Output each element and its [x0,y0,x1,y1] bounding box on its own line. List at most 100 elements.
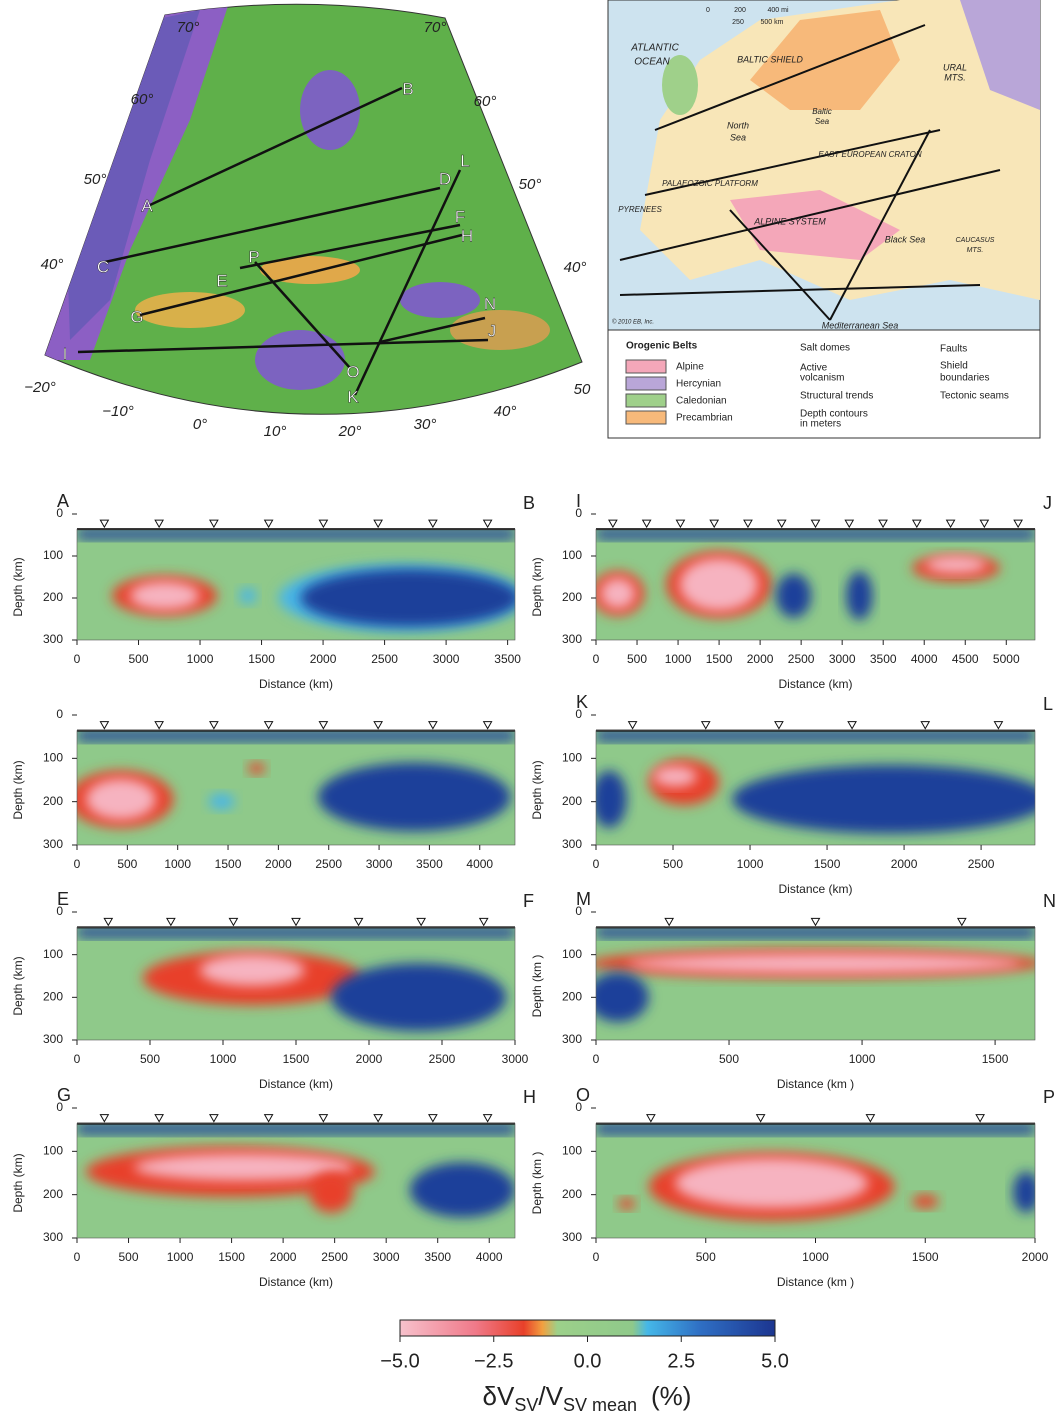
y-axis-title: Depth (km) [530,760,544,819]
y-tick-label: 100 [562,548,582,562]
y-tick-label: 300 [562,632,582,646]
station [318,1114,329,1123]
profile-start: O [576,1085,590,1105]
x-tick-label: 3000 [829,652,856,666]
map-label: OCEAN [634,57,670,68]
y-tick-label: 200 [43,1187,63,1201]
station [675,519,686,529]
heatmap [596,1123,1035,1238]
x-tick-label: 2500 [371,652,398,666]
y-tick-label: 200 [562,794,582,808]
hercynian [960,0,1040,110]
x-axis-title: Distance (km) [778,677,852,691]
station [154,519,164,529]
station [99,519,110,529]
cross-section: 0 100 200 300 0 500 1000 1500 Distance (km ) Dept… [530,889,1056,1091]
colorbar [399,1319,776,1337]
x-tick-label: 2000 [265,857,292,871]
y-tick-label: 300 [43,632,63,646]
frame [595,927,1036,1041]
station [263,1114,274,1123]
x-tick-label: 500 [663,857,683,871]
colorbar-tick-label: 5.0 [761,1350,789,1372]
anomaly [653,766,697,787]
profile-start: K [576,692,588,712]
x-tick-label: 1500 [814,857,841,871]
station [99,721,110,730]
legend-swatch [625,410,667,425]
legend-label: Caledonian [676,396,727,407]
x-tick-label: 0 [593,857,600,871]
profile-letter: L [460,151,469,170]
y-tick-label: 100 [562,947,582,961]
anomaly [1013,1171,1035,1213]
heatmap [77,529,515,640]
x-tick-label: 3500 [424,1250,451,1264]
station [627,721,638,730]
station [878,519,888,529]
station [844,519,855,529]
x-tick-label: 3500 [494,652,521,666]
station [956,917,967,927]
anomaly [912,1194,939,1209]
y-tick-label: 100 [43,1144,63,1158]
profile-end: B [523,493,535,513]
legend-frame [607,329,1041,439]
anomaly [129,581,200,611]
x-tick-label: 1000 [737,857,764,871]
y-tick-label: 300 [43,1230,63,1244]
x-tick-label: 2000 [356,1052,383,1066]
station [911,519,922,529]
colorbar-tick-label: 0.0 [574,1350,602,1372]
colorbar-tick-label: −5.0 [380,1350,419,1372]
lid [596,529,1035,540]
station [743,519,753,529]
station [482,721,493,730]
map-label: North [727,120,749,130]
x-tick-label: 2000 [891,857,918,871]
x-tick-label: 500 [140,1052,160,1066]
anomaly [600,577,636,609]
station [228,917,239,927]
scale-label: 0 [706,7,710,14]
profile-start: I [576,491,581,511]
anomaly [199,954,305,986]
map-label: Black Sea [885,234,926,244]
y-tick-label: 100 [43,751,63,765]
station [608,519,618,529]
profile-letter: O [346,362,359,381]
map-label: © 2010 EB, Inc. [612,319,654,326]
x-tick-label: 1000 [164,857,191,871]
graticule-label: 0° [193,416,207,433]
y-tick-label: 0 [56,1100,63,1114]
graticule-label: 50° [519,176,542,193]
x-axis-title: Distance (km) [259,1275,333,1289]
scale-label: 400 mi [767,7,788,14]
background [596,529,1035,640]
right-map: ATLANTIC OCEAN North Sea BALTIC SHIELD Baltic… [607,0,1041,439]
anomaly [208,793,235,810]
legend-label: Structural trends [800,391,873,402]
station [209,721,219,730]
profile-lines [619,24,1001,321]
anomaly [309,1171,353,1213]
profile-letter: F [455,207,465,226]
y-tick-label: 0 [575,506,582,520]
legend-label: Salt domes [800,343,850,354]
y-tick-label: 0 [56,506,63,520]
x-tick-label: 4000 [911,652,938,666]
station [945,519,956,529]
profile-start: G [57,1085,71,1105]
station [318,519,329,529]
caledonian [662,55,698,115]
station [263,519,274,529]
y-tick-label: 300 [562,837,582,851]
anomaly [732,764,1035,834]
station [482,519,493,529]
heatmap [596,927,1035,1040]
heatmap [77,730,515,845]
legend-label: Depth contours [800,409,868,420]
x-tick-label: 0 [593,1052,600,1066]
map-label: MTS. [967,247,984,254]
